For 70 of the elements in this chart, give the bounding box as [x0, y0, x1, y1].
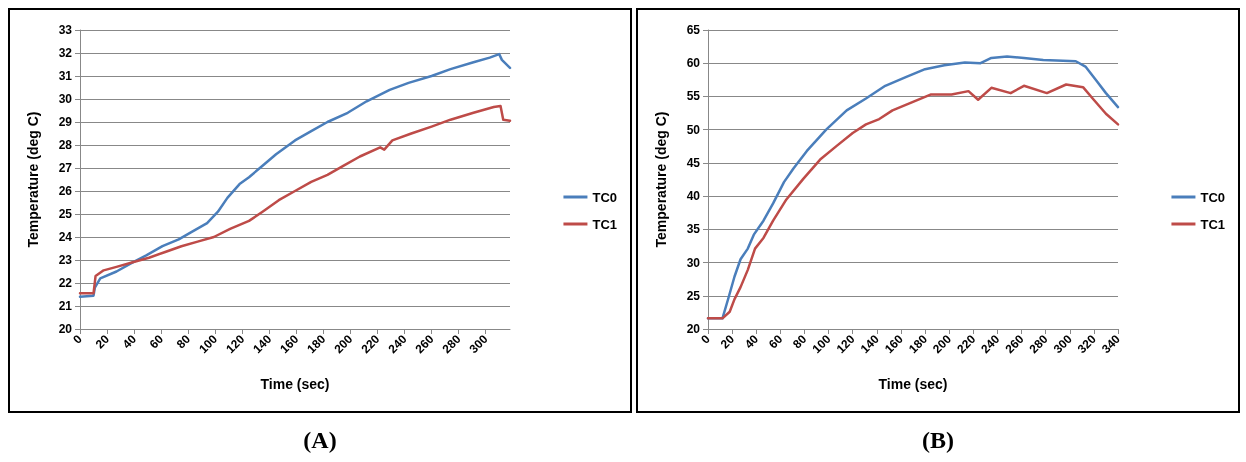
x-tick-label: 60: [765, 331, 786, 352]
legend-label: TC1: [1200, 216, 1225, 232]
y-tick-label: 29: [58, 115, 73, 129]
y-tick-label: 30: [686, 255, 701, 270]
y-tick-label: 26: [58, 184, 73, 198]
x-tick-label: 160: [881, 331, 907, 357]
y-tick-label: 25: [58, 207, 73, 221]
x-tick-label: 80: [790, 331, 810, 352]
legend-label: TC0: [592, 189, 617, 205]
y-tick-label: 21: [58, 299, 73, 313]
y-tick-label: 20: [686, 322, 701, 336]
y-tick-label: 45: [686, 155, 701, 170]
y-tick-label: 50: [686, 122, 701, 137]
y-tick-label: 28: [58, 138, 73, 152]
legend-label: TC1: [592, 216, 617, 232]
y-tick-label: 40: [686, 189, 701, 204]
text: (B): [922, 427, 954, 454]
x-tick-label: 100: [809, 331, 834, 357]
x-tick-label: 280: [1026, 331, 1051, 357]
x-tick-label: 0: [698, 331, 714, 347]
x-tick-label: 200: [331, 331, 356, 357]
x-tick-label: 120: [223, 331, 248, 357]
x-tick-label: 20: [717, 331, 738, 352]
x-tick-label: 140: [857, 331, 883, 357]
y-tick-label: 55: [686, 89, 701, 104]
x-tick-label: 260: [412, 331, 437, 357]
x-tick-label: 80: [173, 331, 194, 352]
y-tick-label: 24: [58, 230, 73, 244]
y-tick-label: 25: [686, 288, 701, 303]
x-tick-label: 160: [277, 331, 302, 357]
y-tick-label: 60: [686, 56, 701, 71]
line-series: [78, 52, 512, 299]
x-tick-label: 320: [1074, 331, 1100, 357]
x-tick-label: 20: [92, 331, 113, 352]
x-axis-title: Time (sec): [260, 376, 330, 392]
x-tick-label: 220: [954, 331, 979, 357]
y-tick-label: 32: [58, 46, 73, 60]
x-tick-label: 140: [250, 331, 275, 357]
x-tick-label: 60: [146, 331, 167, 352]
x-tick-label: 280: [439, 331, 464, 357]
x-tick-label: 40: [741, 331, 762, 352]
y-tick-label: 22: [58, 276, 73, 290]
y-tick-label: 31: [58, 69, 73, 83]
y-tick-label: 23: [58, 253, 73, 267]
x-axis-title: Time (sec): [878, 376, 948, 392]
x-tick-label: 300: [466, 331, 491, 357]
y-tick-label: 27: [58, 161, 73, 175]
y-tick-label: 35: [686, 222, 701, 237]
x-tick-label: 120: [833, 331, 858, 357]
x-tick-label: 40: [119, 331, 140, 352]
y-axis-title: Temperature (deg C): [653, 111, 669, 248]
x-tick-label: 340: [1098, 331, 1124, 357]
y-tick-label: 33: [58, 23, 73, 37]
x-tick-label: 240: [385, 331, 410, 357]
x-tick-label: 240: [978, 331, 1003, 357]
x-tick-label: 200: [930, 331, 955, 357]
text: (A): [303, 427, 337, 454]
x-tick-label: 180: [304, 331, 329, 357]
x-tick-label: 100: [196, 331, 221, 357]
legend-label: TC0: [1200, 189, 1225, 205]
x-tick-label: 220: [358, 331, 383, 357]
x-tick-label: 0: [70, 331, 86, 347]
line-series: [78, 104, 512, 295]
x-tick-label: 300: [1050, 331, 1075, 357]
y-tick-label: 65: [686, 23, 701, 37]
x-tick-label: 180: [905, 331, 931, 357]
y-axis-title: Temperature (deg C): [25, 111, 41, 248]
y-tick-label: 20: [58, 322, 73, 336]
y-tick-label: 30: [58, 92, 73, 106]
x-tick-label: 260: [1002, 331, 1027, 357]
